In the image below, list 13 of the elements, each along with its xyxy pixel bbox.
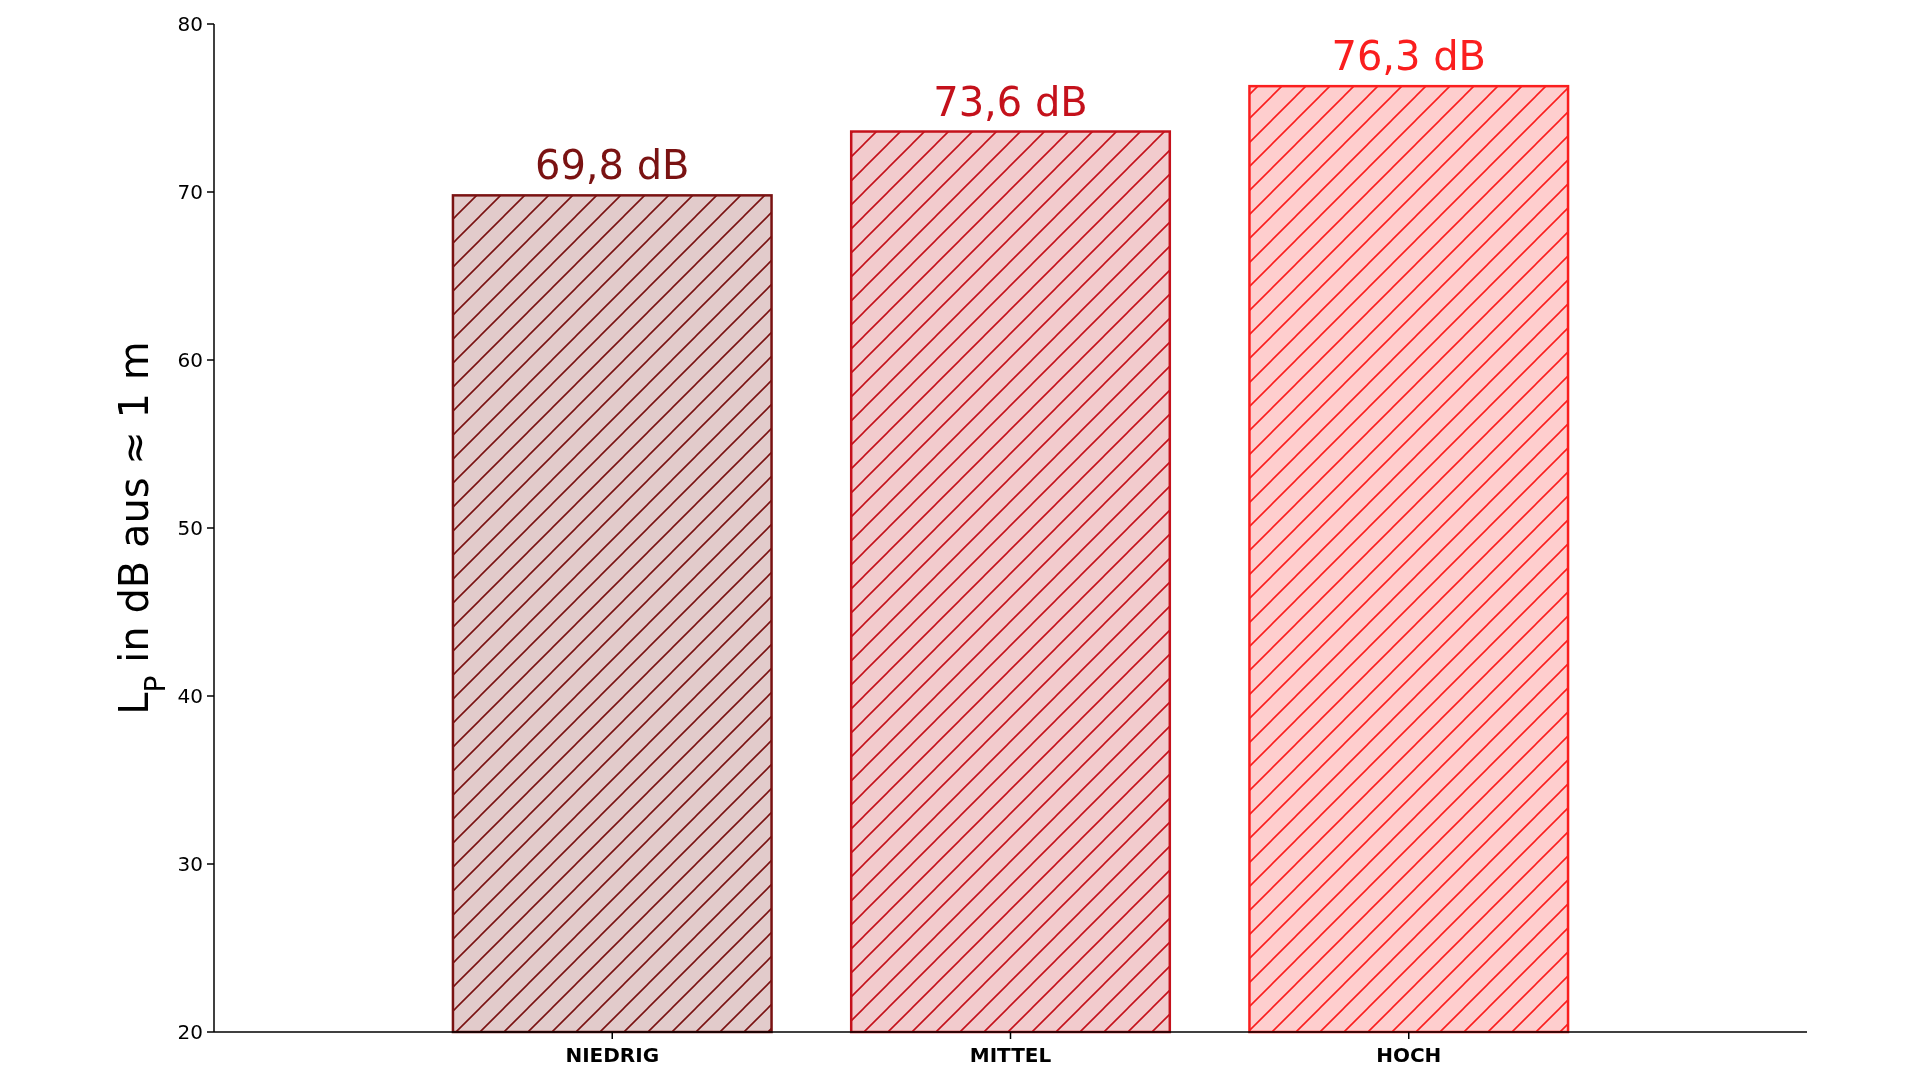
y-tick-label: 20 [177, 1020, 203, 1044]
data-label: 76,3 dB [1331, 33, 1487, 80]
y-tick-label: 60 [177, 348, 203, 372]
data-label: 69,8 dB [534, 142, 690, 189]
y-tick-label: 70 [177, 180, 203, 204]
y-tick-label: 40 [177, 684, 203, 708]
data-label: 73,6 dB [933, 78, 1088, 125]
y-tick-label: 80 [177, 12, 203, 36]
y-tick-label: 30 [177, 852, 203, 876]
y-tick-label: 50 [177, 516, 203, 540]
x-tick-label: NIEDRIG [565, 1043, 660, 1067]
x-tick-label: MITTEL [969, 1043, 1052, 1067]
x-tick-label: HOCH [1376, 1043, 1442, 1067]
